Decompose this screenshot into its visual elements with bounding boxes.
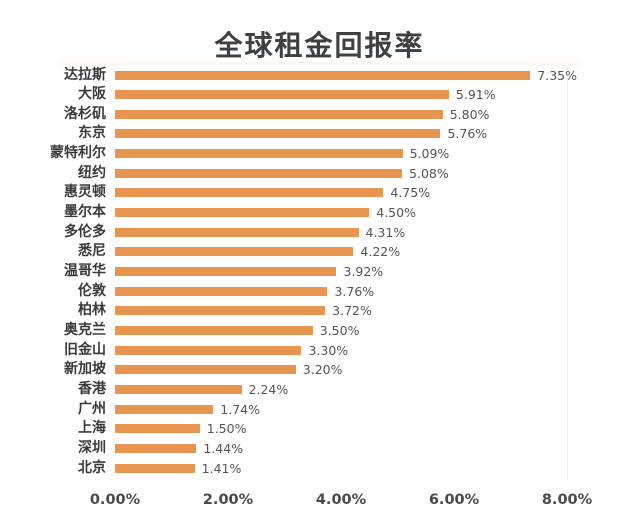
chart-title: 全球租金回报率 [214,29,425,62]
bar-row: 旧金山 3.30% [0,341,639,360]
value-label: 3.50% [319,322,360,338]
bar-row: 香港 2.24% [0,380,639,399]
category-label: 纽约 [78,164,106,181]
value-label: 5.09% [409,146,450,162]
value-label: 1.50% [206,421,247,437]
bar [115,365,296,375]
bar [115,286,328,296]
bar-row: 多伦多 4.31% [0,223,639,242]
value-label: 5.08% [409,165,449,181]
category-label: 广州 [78,400,106,417]
category-label: 大阪 [78,86,106,103]
category-label: 香港 [78,380,106,397]
x-tick-label: 0.00% [89,492,141,508]
bar-row: 柏林 3.72% [0,301,639,320]
value-label: 1.74% [220,401,261,417]
bar [115,129,441,139]
bar [115,208,370,218]
bar [115,384,242,394]
bar-row: 纽约 5.08% [0,164,639,183]
bar-row: 大阪 5.91% [0,85,639,104]
bar [115,345,302,355]
bar [115,463,195,473]
gridline [567,66,568,480]
bar [115,168,403,178]
value-label: 1.41% [201,460,242,476]
value-label: 4.50% [376,205,416,221]
bar [115,306,326,316]
bar-row: 温哥华 3.92% [0,262,639,281]
bar-row: 蒙特利尔 5.09% [0,144,639,163]
category-label: 惠灵顿 [64,184,106,201]
category-label: 旧金山 [64,341,106,358]
bar-row: 深圳 1.44% [0,439,639,458]
x-tick-label: 8.00% [541,492,593,508]
value-label: 4.22% [360,244,401,260]
bar-row: 墨尔本 4.50% [0,203,639,222]
bar [115,70,531,80]
category-label: 伦敦 [78,282,106,299]
category-label: 新加坡 [64,361,106,378]
value-label: 3.76% [334,283,375,299]
category-label: 奥克兰 [64,321,106,338]
value-label: 3.72% [332,303,372,319]
category-label: 上海 [78,420,106,437]
category-label: 蒙特利尔 [50,145,106,162]
bar [115,109,443,119]
bar-row: 新加坡 3.20% [0,360,639,379]
value-label: 5.91% [455,87,496,103]
bar-row: 广州 1.74% [0,400,639,419]
bar [115,149,403,159]
bar [115,404,214,414]
bar-row: 北京 1.41% [0,459,639,478]
value-label: 1.44% [203,440,244,456]
bar [115,188,384,198]
category-label: 深圳 [78,439,106,456]
bar [115,247,354,257]
bar-row: 奥克兰 3.50% [0,321,639,340]
category-label: 柏林 [78,302,106,319]
value-label: 3.30% [308,342,349,358]
value-label: 4.75% [390,185,431,201]
value-label: 7.35% [537,67,577,83]
bar-row: 上海 1.50% [0,419,639,438]
category-label: 温哥华 [64,263,106,279]
bar [115,443,197,453]
bar-row: 惠灵顿 4.75% [0,183,639,202]
category-label: 多伦多 [64,223,106,240]
bar [115,267,337,276]
bar [115,227,359,237]
category-label: 墨尔本 [64,204,106,221]
value-label: 2.24% [248,381,289,397]
bar [115,90,449,100]
value-label: 3.20% [302,362,343,378]
bar-row: 悉尼 4.22% [0,242,639,261]
category-label: 悉尼 [78,243,106,260]
category-label: 洛杉矶 [64,105,106,122]
bar-row: 伦敦 3.76% [0,282,639,301]
bar [115,424,200,434]
bar-row: 洛杉矶 5.80% [0,105,639,124]
value-label: 3.92% [343,264,384,279]
value-label: 5.76% [447,126,488,142]
category-label: 北京 [78,459,106,476]
value-label: 4.31% [365,224,406,240]
category-label: 达拉斯 [64,66,106,83]
value-label: 5.80% [449,106,490,122]
x-tick-label: 2.00% [202,492,254,508]
x-tick-label: 6.00% [428,492,480,508]
title-divider [60,62,580,66]
bar [115,325,313,335]
category-label: 东京 [78,125,106,142]
bar-row: 达拉斯 7.35% [0,66,639,85]
bar-row: 东京 5.76% [0,124,639,143]
x-tick-label: 4.00% [315,492,367,508]
